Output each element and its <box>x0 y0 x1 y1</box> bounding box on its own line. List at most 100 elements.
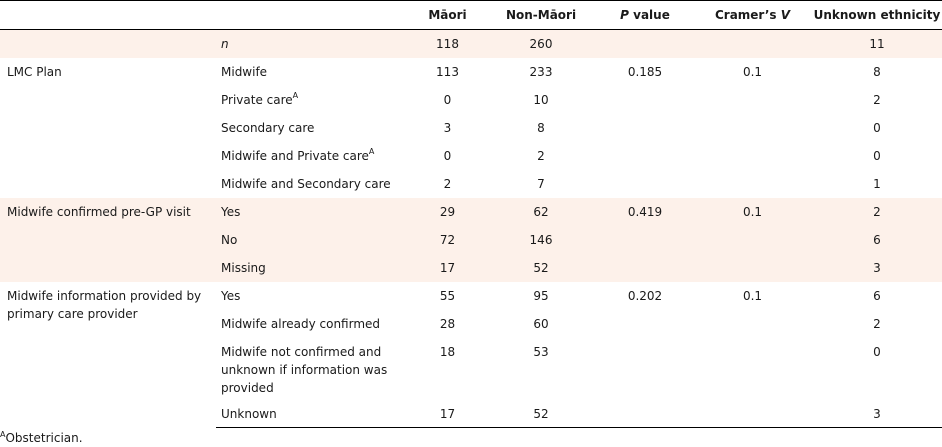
cell-unknown: 8 <box>873 64 881 79</box>
row-label: Yes <box>216 197 410 226</box>
cell-v <box>693 86 812 114</box>
row-label: Missing <box>216 253 410 282</box>
cell-v: 0.1 <box>693 197 812 226</box>
row-label: Private careA <box>216 86 410 114</box>
cell-maori: 28 <box>439 316 456 331</box>
cramers-text: Cramer’s <box>714 8 781 22</box>
cell-v: 0.1 <box>742 288 763 303</box>
midwife-data-table: Māori Non-Māori P value Cramer’s V Unkno… <box>0 0 942 428</box>
cell-v <box>693 310 812 338</box>
header-non-maori: Non-Māori <box>485 0 597 30</box>
cell-v <box>693 114 812 142</box>
cell-p <box>597 338 693 400</box>
footnote-marker: A <box>368 146 375 156</box>
cell-unknown: 3 <box>812 399 942 428</box>
table-row: Midwife already confirmed 28 60 2 <box>0 310 942 338</box>
table-row: Midwife and Private careA 0 2 0 <box>0 142 942 170</box>
cell-non-maori: 7 <box>537 176 545 191</box>
cell-non-maori: 52 <box>485 253 597 282</box>
row-label-text: Midwife and Private care <box>221 148 369 163</box>
cell-p <box>597 114 693 142</box>
cell-unknown: 11 <box>812 29 942 58</box>
group-label-midwife-information: Midwife information provided by primary … <box>7 288 202 321</box>
cell-v <box>693 170 812 198</box>
cell-unknown: 2 <box>873 92 881 107</box>
cell-non-maori: 146 <box>485 225 597 254</box>
cell-maori: 2 <box>443 176 452 191</box>
row-label: Midwife and Private careA <box>216 142 410 170</box>
footnote-marker: A <box>292 90 299 100</box>
cell-p: 0.202 <box>627 288 663 303</box>
header-unknown-ethnicity: Unknown ethnicity <box>812 0 942 30</box>
cell-non-maori: 62 <box>485 197 597 226</box>
p-value-text: value <box>628 8 670 22</box>
table-row: Midwife and Secondary care 2 7 1 <box>0 170 942 198</box>
cell-non-maori: 95 <box>533 288 549 303</box>
cell-non-maori: 8 <box>537 120 545 135</box>
cell-v <box>693 253 812 282</box>
cell-unknown: 0 <box>873 344 881 359</box>
cell-maori: 17 <box>410 399 485 428</box>
cell-maori: 0 <box>443 148 452 163</box>
cell-p <box>597 142 693 170</box>
cell-maori: 118 <box>410 29 485 58</box>
cell-non-maori: 260 <box>485 29 597 58</box>
row-label: Yes <box>221 288 241 303</box>
group-cell <box>0 29 216 58</box>
p-symbol: P <box>620 8 629 22</box>
table-row: Midwife confirmed pre-GP visit Yes 29 62… <box>0 197 942 282</box>
cell-p <box>597 29 693 58</box>
cell-p <box>597 253 693 282</box>
cell-p <box>597 310 693 338</box>
row-label: Midwife <box>221 64 268 79</box>
group-label-midwife-confirmed: Midwife confirmed pre-GP visit <box>0 197 216 282</box>
table-row-n: n 118 260 11 <box>0 29 942 58</box>
row-label: Secondary care <box>221 120 315 135</box>
header-maori: Māori <box>410 0 485 30</box>
cell-v <box>693 142 812 170</box>
cell-unknown: 6 <box>812 225 942 254</box>
row-label: No <box>216 225 410 254</box>
group-label-lmc-plan: LMC Plan <box>7 64 62 79</box>
row-label: Unknown <box>216 399 410 428</box>
cell-p <box>597 86 693 114</box>
cell-p: 0.185 <box>627 64 663 79</box>
cell-unknown: 6 <box>873 288 881 303</box>
table-row: Missing 17 52 3 <box>0 253 942 282</box>
table-row: Private careA 0 10 2 <box>0 86 942 114</box>
cell-maori: 29 <box>410 197 485 226</box>
cell-non-maori: 233 <box>529 64 553 79</box>
cell-unknown: 0 <box>873 148 881 163</box>
cell-non-maori: 10 <box>533 92 549 107</box>
header-p-value: P value <box>597 0 693 30</box>
header-sub-empty <box>216 0 410 30</box>
table-row: Unknown 17 52 3 <box>0 399 942 428</box>
table-row: Secondary care 3 8 0 <box>0 114 942 142</box>
cell-non-maori: 53 <box>533 344 549 359</box>
cell-non-maori: 2 <box>537 148 545 163</box>
table-row: Midwife not confirmed and unknown if inf… <box>0 338 942 400</box>
cell-unknown: 0 <box>873 120 881 135</box>
cell-v: 0.1 <box>742 64 763 79</box>
cell-maori: 55 <box>439 288 456 303</box>
cell-unknown: 2 <box>812 197 942 226</box>
header-group-empty <box>0 0 216 30</box>
footnote-marker: A <box>0 430 6 439</box>
table-footnote: AObstetrician. <box>0 430 83 446</box>
table-row: Midwife information provided by primary … <box>0 282 942 321</box>
cell-unknown: 3 <box>812 253 942 282</box>
cell-maori: 113 <box>436 64 459 79</box>
cell-p: 0.419 <box>597 197 693 226</box>
cell-maori: 72 <box>410 225 485 254</box>
cell-maori: 3 <box>443 120 452 135</box>
v-symbol: V <box>780 8 791 22</box>
row-label: Midwife already confirmed <box>221 316 381 331</box>
cell-v <box>693 338 812 400</box>
row-label: Midwife and Secondary care <box>221 176 391 191</box>
footnote-text: Obstetrician. <box>5 431 83 445</box>
cell-non-maori: 52 <box>485 399 597 428</box>
cell-maori: 17 <box>410 253 485 282</box>
cell-unknown: 1 <box>873 176 881 191</box>
row-label: n <box>216 29 410 58</box>
cell-maori: 18 <box>439 344 456 359</box>
